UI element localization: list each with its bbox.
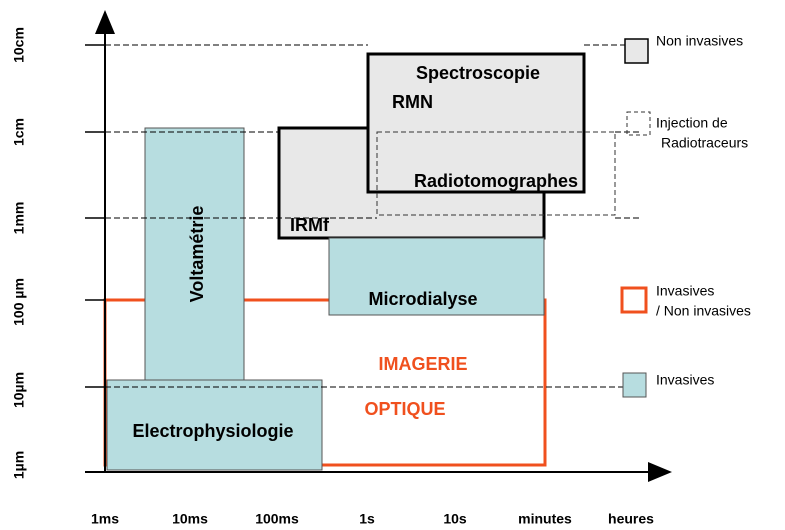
- legend-label: Non invasives: [656, 33, 743, 49]
- x-tick: minutes: [518, 511, 572, 527]
- x-tick: 100ms: [255, 511, 299, 527]
- y-tick: 1µm: [11, 451, 27, 479]
- y-tick: 1cm: [11, 118, 27, 146]
- legend-label: Injection de: [656, 115, 728, 131]
- legend-label: Invasives: [656, 283, 714, 299]
- label: IRMf: [290, 215, 330, 235]
- label: RMN: [392, 92, 433, 112]
- legend-swatch: [622, 372, 647, 398]
- y-tick: 10cm: [11, 27, 27, 63]
- label: Electrophysiologie: [132, 421, 293, 441]
- label: IMAGERIE: [378, 354, 467, 374]
- legend-swatch: [624, 38, 649, 64]
- legend: Non invasives Injection de Radiotraceurs…: [620, 33, 751, 398]
- radio-box: [376, 131, 616, 216]
- y-tick: 1mm: [11, 202, 27, 235]
- voltametrie-box: [144, 127, 245, 381]
- y-tick: 100 µm: [11, 278, 27, 326]
- regions: [103, 52, 616, 471]
- legend-label: Invasives: [656, 372, 714, 388]
- x-tick: heures: [608, 511, 654, 527]
- legend-swatch: [626, 111, 651, 136]
- label: Radiotomographes: [414, 171, 578, 191]
- legend-label: Radiotraceurs: [661, 135, 748, 151]
- x-tick: 10ms: [172, 511, 208, 527]
- axes: 1ms 10ms 100ms 1s 10s minutes heures 1µm…: [11, 10, 672, 527]
- label: Microdialyse: [368, 289, 477, 309]
- spectro-box: [366, 52, 586, 194]
- legend-label: / Non invasives: [656, 303, 751, 319]
- y-tick: 10µm: [11, 372, 27, 408]
- label: OPTIQUE: [364, 399, 445, 419]
- legend-swatch: [620, 286, 648, 314]
- microdialyse-box: [328, 237, 545, 316]
- region-labels: Electrophysiologie Voltamétrie IRMf Micr…: [132, 63, 578, 441]
- electro-box: [106, 379, 323, 471]
- label: Voltamétrie: [187, 206, 207, 303]
- x-tick: 1ms: [91, 511, 119, 527]
- x-tick: 10s: [443, 511, 467, 527]
- x-tick: 1s: [359, 511, 375, 527]
- label: Spectroscopie: [416, 63, 540, 83]
